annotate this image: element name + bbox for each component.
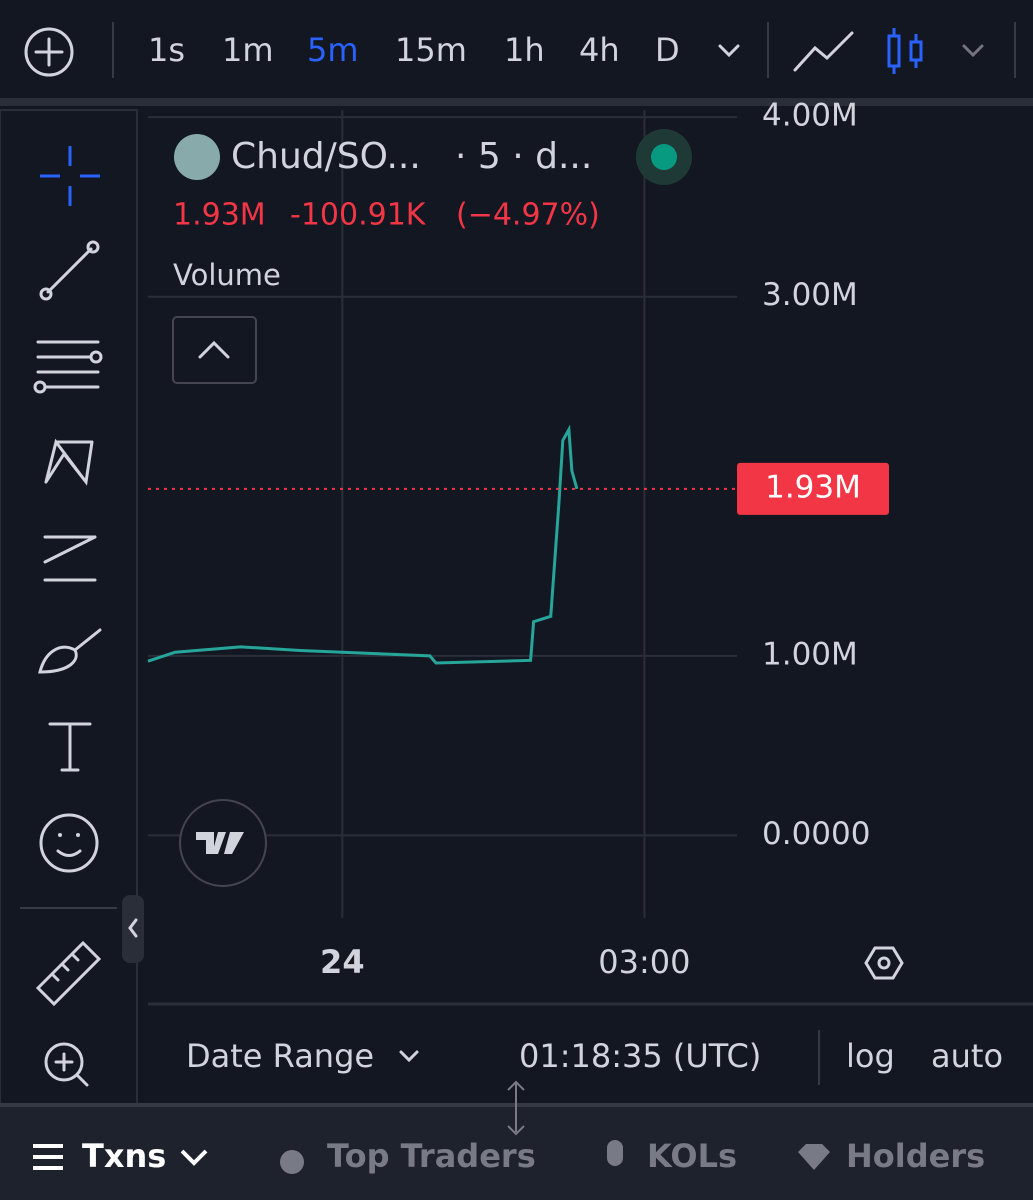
tabs: Txns Top Traders KOLs Holders	[82, 1137, 985, 1175]
symbol-avatar	[174, 134, 220, 180]
y-tick-label: 3.00M	[762, 277, 858, 313]
holders-icon	[798, 1144, 830, 1170]
tv-logo	[179, 799, 267, 887]
traders-icon	[280, 1150, 304, 1174]
collapse-legend[interactable]	[172, 316, 257, 384]
tab[interactable]: Txns	[82, 1137, 166, 1175]
pattern-tool[interactable]	[44, 438, 94, 486]
interval[interactable]: 4h	[579, 31, 620, 69]
interval[interactable]: D	[655, 31, 680, 69]
interval-dropdown[interactable]	[718, 44, 740, 58]
chart-type-dropdown[interactable]	[962, 44, 984, 58]
clock: 01:18:35 (UTC)	[519, 1037, 761, 1075]
fib-tool[interactable]	[33, 340, 103, 394]
prediction-tool[interactable]	[43, 535, 97, 582]
trendline-tool[interactable]	[39, 240, 100, 301]
date-range-chevron	[399, 1050, 419, 1063]
collapse-icon	[128, 918, 138, 938]
settings-button[interactable]	[864, 946, 904, 980]
candle-chart-button[interactable]	[887, 28, 923, 74]
line-chart-button[interactable]	[793, 31, 854, 72]
zoom-tool[interactable]	[44, 1042, 89, 1087]
ruler-tool[interactable]	[35, 940, 102, 1007]
brush-tool[interactable]	[38, 628, 102, 674]
interval[interactable]: 1h	[504, 31, 545, 69]
interval[interactable]: 15m	[395, 31, 467, 69]
chevron-up	[198, 340, 230, 359]
toolbar-border	[0, 98, 1033, 106]
sidebar	[0, 109, 138, 1106]
tab[interactable]: Top Traders	[327, 1137, 536, 1175]
study-name: Volume	[173, 258, 281, 292]
date-range[interactable]: Date Range	[186, 1037, 374, 1075]
txns-chevron	[180, 1149, 208, 1166]
log-toggle[interactable]: log	[846, 1037, 895, 1075]
auto-toggle[interactable]: auto	[931, 1037, 1003, 1075]
y-tick-label: 1.00M	[762, 636, 858, 672]
tab[interactable]: Holders	[846, 1137, 985, 1175]
add-button[interactable]	[24, 27, 74, 77]
interval[interactable]: 1m	[222, 31, 274, 69]
status-dot	[651, 144, 677, 170]
kols-icon	[607, 1140, 623, 1166]
tab[interactable]: KOLs	[647, 1137, 737, 1175]
chart-pane	[148, 110, 1033, 1105]
x-tick-label: 03:00	[598, 943, 690, 981]
price: 1.93M	[173, 198, 266, 233]
interval[interactable]: 5m	[307, 31, 359, 69]
last-price-badge	[737, 462, 889, 515]
y-tick-label: 0.0000	[762, 816, 870, 852]
y-tick-label: 4.00M	[762, 98, 858, 134]
collapse-handle[interactable]	[122, 895, 144, 963]
crosshair-tool[interactable]	[40, 146, 100, 206]
interval[interactable]: 1s	[148, 31, 185, 69]
emoji-tool[interactable]	[39, 813, 99, 873]
symbol-meta: · 5 · d...	[455, 136, 592, 177]
plot: 0.0000 1.00M 3.00M 4.00M 24 03:00 1.93M	[147, 98, 889, 981]
symbol: Chud/SO...	[231, 136, 421, 177]
price-line	[147, 424, 579, 665]
change-percent: (−4.97%)	[456, 198, 600, 233]
change: -100.91K	[290, 198, 427, 233]
txns-icon	[33, 1144, 63, 1170]
resize-handle[interactable]	[507, 1080, 525, 1136]
last-price-label: 1.93M	[765, 469, 861, 505]
x-tick-label: 24	[320, 943, 365, 981]
text-tool[interactable]	[48, 722, 92, 772]
